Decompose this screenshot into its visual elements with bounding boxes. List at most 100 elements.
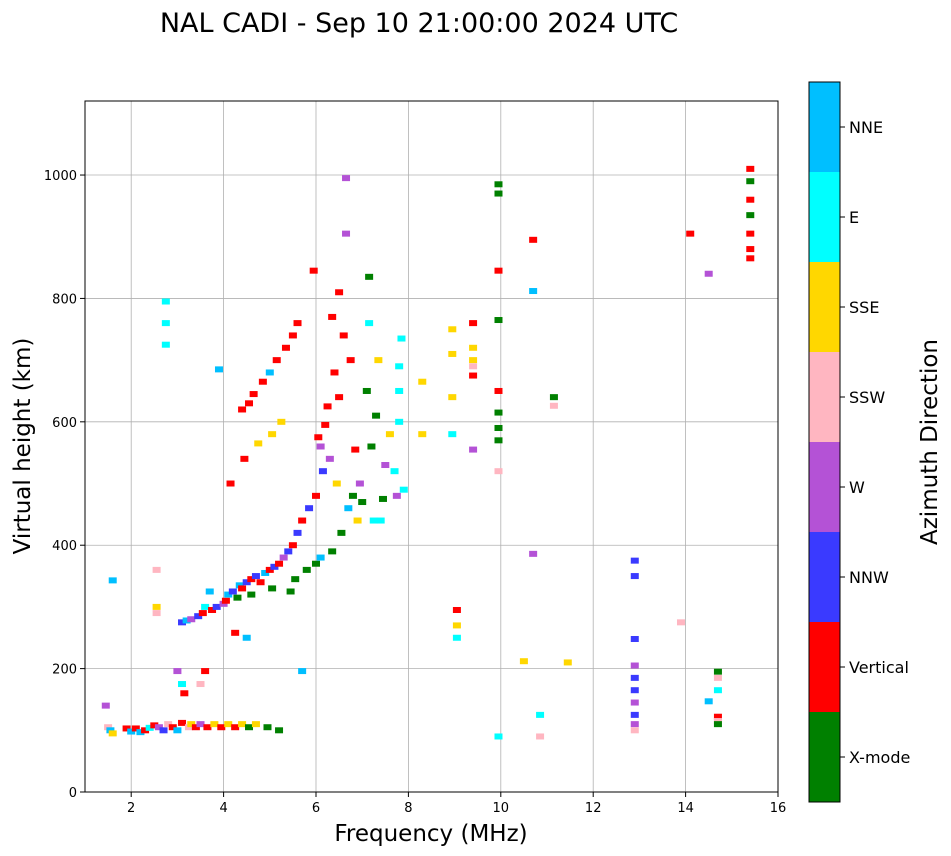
data-point — [448, 326, 457, 333]
data-point — [549, 402, 558, 409]
data-point — [270, 563, 279, 570]
data-point — [265, 566, 274, 573]
data-point — [529, 288, 538, 295]
data-point — [372, 412, 381, 419]
data-point — [494, 409, 503, 416]
data-point — [235, 582, 244, 589]
data-point — [194, 613, 203, 620]
data-point — [191, 724, 200, 731]
data-point — [374, 357, 383, 364]
data-point — [494, 267, 503, 274]
data-point — [335, 289, 344, 296]
data-point — [106, 727, 115, 734]
data-point — [536, 733, 545, 740]
data-point — [318, 468, 327, 475]
data-point — [104, 724, 113, 731]
colorbar-tick-label: W — [849, 478, 865, 497]
data-point — [291, 576, 300, 583]
data-point — [212, 603, 221, 610]
data-point — [245, 400, 254, 407]
data-point — [233, 594, 242, 601]
colorbar-tick-label: SSW — [849, 388, 885, 407]
data-point — [519, 658, 528, 665]
data-point — [178, 719, 187, 726]
data-point — [536, 711, 545, 718]
data-point — [309, 267, 318, 274]
data-point — [203, 724, 212, 731]
data-point — [395, 418, 404, 425]
data-point — [288, 542, 297, 549]
data-point — [746, 230, 755, 237]
data-point — [713, 668, 722, 675]
data-point — [288, 332, 297, 339]
data-point — [713, 718, 722, 725]
x-axis-ticks: 2 4 6 8 10 12 14 16 — [127, 792, 786, 816]
colorbar-segment — [809, 712, 840, 802]
data-point — [355, 480, 364, 487]
data-point — [265, 369, 274, 376]
data-point — [168, 724, 177, 731]
data-point — [316, 443, 325, 450]
data-point — [247, 591, 256, 598]
data-point — [529, 236, 538, 243]
data-point — [328, 548, 337, 555]
y-tick-label: 0 — [69, 786, 77, 801]
colorbar-segment — [809, 172, 840, 262]
data-point — [353, 517, 362, 524]
data-point — [630, 687, 639, 694]
data-point — [385, 431, 394, 438]
data-point — [494, 424, 503, 431]
data-point — [208, 606, 217, 613]
data-point — [469, 372, 478, 379]
data-point — [713, 674, 722, 681]
data-point — [231, 724, 240, 731]
colorbar-segment — [809, 532, 840, 622]
data-point — [358, 499, 367, 506]
colorbar-tick-label: Vertical — [849, 658, 909, 677]
data-point — [630, 557, 639, 564]
data-point — [184, 724, 193, 731]
data-point — [630, 721, 639, 728]
y-tick-label: 600 — [52, 416, 77, 431]
data-point — [152, 603, 161, 610]
data-point — [286, 588, 295, 595]
data-point — [746, 196, 755, 203]
data-point — [746, 178, 755, 185]
data-point — [141, 727, 150, 734]
y-axis-ticks: 0 200 400 600 800 1000 — [44, 169, 85, 801]
data-point — [164, 721, 173, 728]
data-point — [247, 576, 256, 583]
data-point — [630, 662, 639, 669]
data-point — [323, 403, 332, 410]
data-point — [376, 517, 385, 524]
chart-title: NAL CADI - Sep 10 21:00:00 2024 UTC — [160, 8, 678, 39]
data-point — [275, 560, 284, 567]
data-point — [226, 480, 235, 487]
data-point — [201, 603, 210, 610]
data-point — [201, 668, 210, 675]
data-point — [494, 181, 503, 188]
data-point — [108, 730, 117, 737]
data-point — [392, 492, 401, 499]
data-point — [630, 635, 639, 642]
data-point — [494, 733, 503, 740]
data-point — [145, 724, 154, 731]
data-point — [277, 418, 286, 425]
colorbar: X-mode Vertical NNW W SSW SSE E NNE — [808, 81, 910, 803]
data-point — [154, 724, 163, 731]
data-point — [448, 394, 457, 401]
data-point — [249, 391, 258, 398]
data-point — [187, 616, 196, 623]
data-point — [494, 468, 503, 475]
colorbar-tick-label: X-mode — [849, 748, 910, 767]
data-point — [180, 690, 189, 697]
data-point — [228, 588, 237, 595]
data-point — [630, 573, 639, 580]
data-point — [238, 721, 247, 728]
data-point — [328, 313, 337, 320]
data-point — [314, 434, 323, 441]
x-tick-label: 12 — [585, 801, 602, 816]
data-point — [316, 554, 325, 561]
x-tick-label: 10 — [493, 801, 510, 816]
